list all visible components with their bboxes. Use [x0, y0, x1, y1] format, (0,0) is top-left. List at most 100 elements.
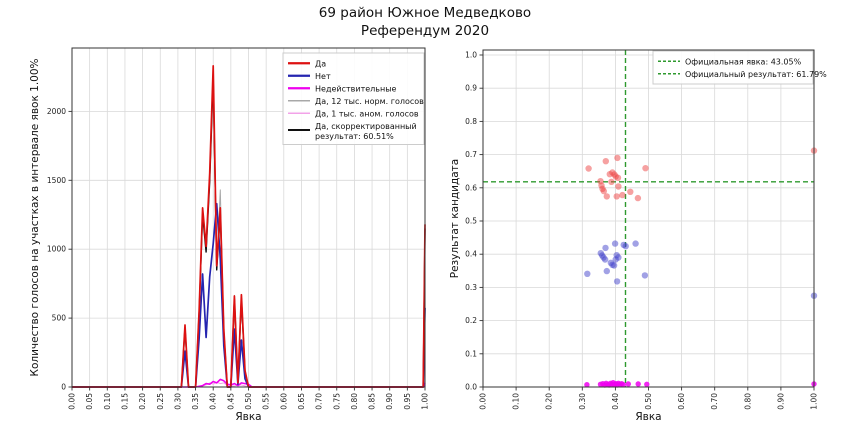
x-tick-label: 0.60 [677, 393, 686, 410]
legend-item-da-12k-norm-line: Да, 12 тыс. норм. голосов [288, 97, 424, 106]
y-tick-label: 0.4 [465, 250, 477, 259]
legend: Да Нет Недействительные Да, 12 тыс. норм. г… [282, 52, 425, 145]
votes-histogram-chart: 0.00 0.05 0.10 0.15 0.20 0.25 0.30 0.35 0.40 0.45… [29, 47, 430, 423]
y-axis-label: Количество голосов на участках в интерва… [29, 58, 41, 376]
figure-title: 69 район Южное Медведково Референдум 202… [0, 5, 850, 40]
net-points-dot [584, 270, 591, 277]
y-tick-label: 1.0 [465, 51, 477, 60]
legend-label: Недействительные [315, 84, 397, 93]
x-tick-label: 0.95 [403, 393, 412, 410]
x-tick-label: 0.35 [191, 393, 200, 410]
da-points-dot [613, 193, 620, 200]
x-tick-label: 0.25 [156, 393, 165, 410]
x-tick-label: 0.50 [644, 393, 653, 410]
x-tick-label: 0.05 [85, 393, 94, 410]
net-points-dot [641, 272, 649, 279]
x-tick-label: 0.40 [209, 393, 218, 410]
x-tick-label: 0.80 [743, 393, 752, 410]
legend-label: Да, 12 тыс. норм. голосов [315, 97, 424, 106]
invalid-points-dot [644, 381, 650, 387]
x-tick-label: 0.60 [279, 393, 288, 410]
legend-item-net-line: Нет [288, 72, 331, 81]
da-points-dot [619, 191, 626, 199]
x-tick-label: 0.20 [545, 393, 554, 410]
legend: Официальная явка: 43.05% Официальный резу… [652, 50, 827, 85]
y-tick-label: 0 [61, 383, 66, 392]
legend-label: Официальный результат: 61.79% [685, 70, 827, 79]
legend-label: Да, скорректированный [315, 122, 417, 131]
grid [482, 50, 815, 388]
legend-label: Да [315, 59, 326, 68]
net-points-dot [611, 240, 619, 247]
legend-label: Нет [315, 72, 331, 81]
y-tick-label: 1000 [47, 245, 66, 254]
result-scatter-chart: 0.00 0.10 0.20 0.30 0.40 0.50 0.60 0.70 0.80 0.90… [450, 49, 827, 423]
y-tick-label: 0.1 [465, 349, 477, 358]
x-tick-label: 1.00 [810, 393, 819, 410]
x-tick-label: 0.10 [512, 393, 521, 410]
net-points [584, 240, 818, 299]
net-points-dot [613, 278, 621, 285]
x-tick-label: 0.50 [244, 393, 253, 410]
legend-box [652, 50, 814, 85]
net-points-dot [601, 256, 609, 263]
x-tick-label: 0.90 [776, 393, 785, 410]
legend-item-invalid-line: Недействительные [288, 84, 397, 93]
y-tick-label: 0.7 [465, 150, 477, 159]
da-points [585, 147, 818, 202]
net-points-dot [632, 240, 639, 247]
x-tick-label: 0.70 [710, 393, 719, 410]
x-tick-label: 0.45 [226, 393, 235, 410]
da-points-dot [615, 183, 622, 190]
x-tick-label: 0.20 [138, 393, 147, 410]
y-axis-label: Результат кандидата [450, 159, 461, 278]
invalid-points-dot [635, 381, 641, 387]
net-points-dot [622, 243, 629, 250]
da-points-dot [627, 188, 634, 195]
legend-label: Официальная явка: 43.05% [685, 57, 802, 66]
legend-item-da-1k-anom-line: Да, 1 тыс. аном. голосов [288, 109, 419, 118]
x-tick-label: 0.10 [103, 393, 112, 410]
da-points-dot [602, 158, 609, 165]
y-tick-label: 0.2 [465, 316, 477, 325]
invalid-points [584, 380, 817, 388]
x-tick-label: 0.15 [120, 393, 129, 410]
invalid-points-dot [625, 381, 631, 387]
x-axis-label: Явка [235, 411, 261, 423]
x-tick-label: 0.30 [578, 393, 587, 410]
y-tick-label: 500 [52, 314, 67, 323]
y-tick-label: 2000 [47, 107, 66, 116]
x-tick-label: 0.80 [350, 393, 359, 410]
da-points-dot [614, 154, 621, 162]
legend-item-official-result-line: Официальный результат: 61.79% [658, 70, 827, 79]
x-tick-label: 0.70 [315, 393, 324, 410]
da-points-dot [600, 187, 607, 195]
x-tick-label: 1.00 [421, 393, 430, 410]
y-tick-label: 0.3 [465, 283, 477, 292]
x-axis-label: Явка [635, 411, 661, 423]
tick-marks [68, 110, 426, 391]
da-points-dot [603, 193, 610, 200]
legend-label: результат: 60.51% [315, 132, 394, 141]
x-tick-label: 0.55 [262, 393, 271, 410]
legend-item-official-turnout-line: Официальная явка: 43.05% [658, 57, 802, 66]
da-points-dot [608, 178, 615, 185]
y-tick-label: 0.5 [465, 217, 477, 226]
invalid-points-dot [584, 382, 590, 388]
x-tick-label: 0.90 [385, 393, 394, 410]
net-points-dot [603, 267, 610, 275]
x-tick-label: 0.00 [68, 393, 77, 410]
y-tick-label: 0.9 [465, 84, 477, 93]
da-points-dot [642, 165, 649, 172]
x-tick-label: 0.00 [479, 393, 488, 410]
x-tick-label: 0.30 [173, 393, 182, 410]
net-points-dot [612, 256, 619, 263]
tick-marks [479, 54, 815, 391]
net-points-dot [610, 262, 618, 269]
da-points-dot [634, 194, 642, 202]
y-tick-label: 0.8 [465, 117, 477, 126]
figure-title-line1: 69 район Южное Медведково [318, 5, 532, 21]
da-points-dot [614, 174, 622, 181]
